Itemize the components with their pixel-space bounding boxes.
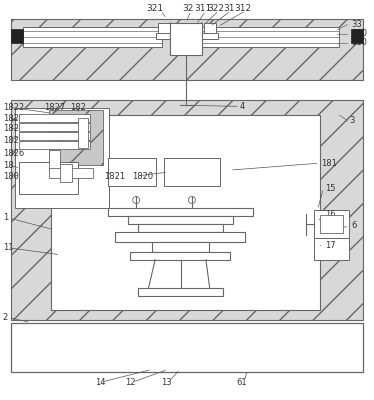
- Bar: [130, 252, 230, 260]
- Text: 181: 181: [322, 159, 337, 168]
- Bar: [204, 23, 216, 33]
- Bar: [79, 118, 88, 148]
- Text: 1825: 1825: [3, 136, 24, 145]
- Text: 12: 12: [125, 378, 135, 387]
- Text: 1826: 1826: [3, 149, 24, 158]
- Text: 4: 4: [240, 102, 245, 111]
- Bar: [61, 164, 73, 182]
- Bar: [202, 33, 218, 39]
- Bar: [19, 162, 79, 194]
- Bar: [313, 210, 349, 238]
- Text: 310: 310: [352, 38, 367, 47]
- Text: 1827: 1827: [45, 103, 66, 112]
- Bar: [10, 100, 364, 320]
- Text: 1822: 1822: [3, 103, 24, 112]
- Text: 1821: 1821: [104, 172, 125, 180]
- Bar: [156, 33, 172, 39]
- Bar: [10, 322, 364, 372]
- Bar: [10, 29, 22, 42]
- Bar: [22, 27, 162, 46]
- Text: 330: 330: [352, 29, 367, 38]
- Text: 322: 322: [208, 4, 224, 13]
- Text: 61: 61: [236, 378, 247, 387]
- Bar: [152, 242, 209, 252]
- Text: 2: 2: [3, 313, 8, 322]
- Bar: [158, 23, 170, 33]
- Text: 32: 32: [182, 4, 194, 13]
- Text: 182: 182: [70, 103, 86, 112]
- Bar: [15, 108, 109, 208]
- Bar: [10, 19, 364, 80]
- Bar: [170, 23, 202, 54]
- Bar: [50, 115, 319, 310]
- Text: 311: 311: [194, 4, 212, 13]
- Bar: [19, 114, 91, 122]
- Bar: [115, 232, 245, 242]
- Text: 11: 11: [3, 243, 13, 252]
- Bar: [138, 224, 223, 232]
- Text: 321: 321: [147, 4, 164, 13]
- Text: 1823: 1823: [3, 114, 24, 123]
- Bar: [49, 150, 61, 170]
- Text: 3: 3: [349, 116, 355, 125]
- Bar: [313, 238, 349, 260]
- Text: 31: 31: [223, 4, 234, 13]
- Bar: [19, 132, 91, 140]
- Bar: [49, 110, 103, 165]
- Bar: [319, 215, 343, 233]
- Bar: [128, 216, 233, 224]
- Text: 16: 16: [325, 210, 336, 220]
- Text: 15: 15: [325, 184, 336, 192]
- Text: 6: 6: [352, 222, 357, 230]
- Text: 13: 13: [161, 378, 171, 387]
- Bar: [108, 158, 156, 186]
- Text: 312: 312: [234, 4, 251, 13]
- Text: 1820: 1820: [132, 172, 153, 180]
- Text: 33: 33: [352, 20, 362, 29]
- Bar: [19, 123, 91, 131]
- Text: 180: 180: [3, 172, 19, 180]
- Bar: [200, 27, 340, 46]
- Text: 1: 1: [3, 214, 8, 222]
- Text: 1824: 1824: [3, 124, 24, 133]
- Bar: [49, 168, 94, 178]
- Text: 14: 14: [95, 378, 105, 387]
- Bar: [138, 288, 223, 296]
- Text: 18: 18: [3, 161, 13, 170]
- Text: 17: 17: [325, 241, 336, 250]
- Bar: [164, 158, 220, 186]
- Bar: [108, 208, 253, 216]
- Bar: [19, 141, 91, 149]
- Bar: [352, 29, 364, 42]
